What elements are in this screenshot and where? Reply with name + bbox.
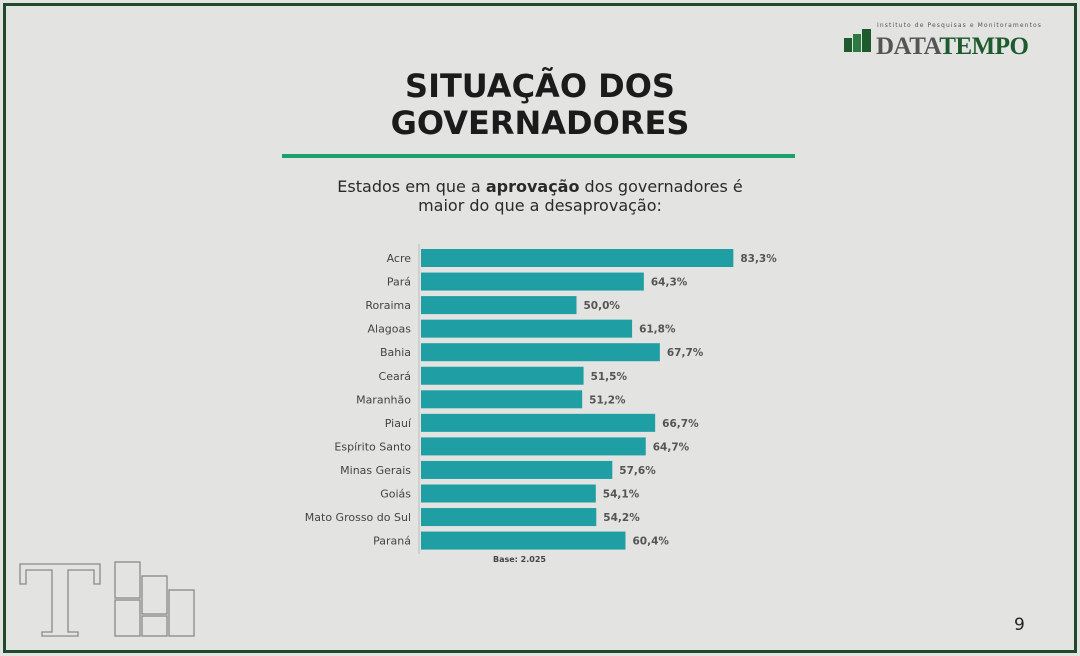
subtitle-text-end: dos governadores é maior do que a desapr… [418,177,743,215]
bar-7 [421,413,656,432]
value-label: 66,7% [662,418,699,430]
slide-frame [3,3,1077,653]
value-label: 64,7% [653,441,690,453]
chart-subtitle: Estados em que a aprovação dos governado… [0,177,1080,215]
base-note: Base: 2.025 [493,555,546,564]
bar-0 [421,249,734,267]
category-label: Mato Grosso do Sul [305,511,411,524]
subtitle-text: Estados em que a [337,177,486,196]
value-label: 61,8% [639,324,676,336]
value-label: 50,0% [584,300,621,312]
datatempo-logo-icon [844,29,871,52]
bar-11 [421,508,597,527]
value-label: 51,2% [589,394,626,406]
category-label: Bahia [380,346,411,359]
bar-9 [421,460,613,479]
value-label: 51,5% [591,371,628,383]
value-label: 54,1% [603,489,640,501]
category-label: Acre [387,252,412,265]
value-label: 67,7% [667,347,704,359]
logo-name-data: DATA [876,33,940,60]
value-label: 57,6% [619,465,656,477]
value-label: 60,4% [632,536,669,548]
title-underline [282,154,795,158]
category-label: Paraná [373,535,411,548]
category-label: Goiás [380,488,411,501]
value-label: 64,3% [651,277,688,289]
category-label: Ceará [379,370,411,383]
bar-1 [421,272,644,291]
category-label: Pará [387,276,411,289]
category-label: Minas Gerais [340,464,411,477]
bar-8 [421,437,646,456]
category-label: Piauí [385,417,412,430]
bar-12 [421,531,626,550]
category-label: Alagoas [367,323,411,336]
category-label: Maranhão [356,393,411,406]
page-title: SITUAÇÃO DOS GOVERNADORES [390,67,690,142]
logo-name: DATATEMPO [876,33,1029,61]
t-brand-logo-icon [19,561,195,637]
value-label: 54,2% [603,512,640,524]
bar-10 [421,484,596,503]
bar-5 [421,366,584,385]
value-label: 83,3% [740,253,777,265]
bar-6 [421,390,583,409]
bar-3 [421,319,633,338]
subtitle-bold: aprovação [485,177,580,196]
logo-tagline: Instituto de Pesquisas e Monitoramentos [877,22,1043,29]
bar-4 [421,343,660,362]
bar-2 [421,296,577,315]
category-label: Espírito Santo [334,440,411,453]
category-label: Roraima [365,299,411,312]
logo-name-tempo: TEMPO [939,33,1029,60]
page-number: 9 [1014,615,1025,635]
